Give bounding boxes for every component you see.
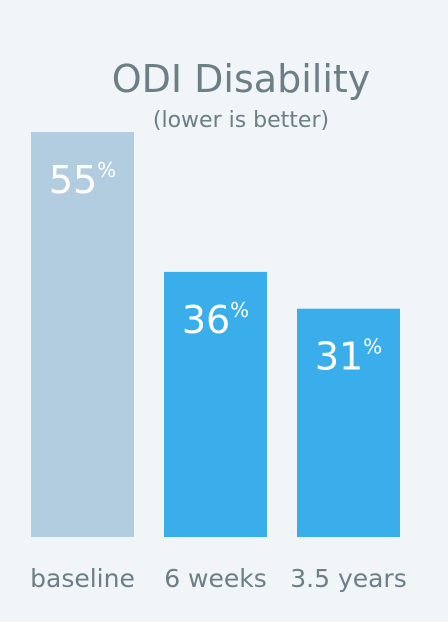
- chart-title: ODI Disability: [112, 57, 371, 101]
- bar-6-weeks: [164, 271, 267, 537]
- category-label: 6 weeks: [164, 564, 267, 593]
- bar-group: 55% baseline 36% 6 weeks 31% 3.5 years: [30, 132, 407, 593]
- bar-baseline: [31, 132, 134, 537]
- bar-3-5-years: [297, 308, 400, 537]
- category-label: baseline: [30, 564, 135, 593]
- value-label: 55%: [49, 158, 116, 202]
- chart-subtitle: (lower is better): [153, 108, 329, 133]
- category-label: 3.5 years: [290, 564, 407, 593]
- value-label: 36%: [182, 298, 249, 342]
- value-label: 31%: [315, 335, 382, 379]
